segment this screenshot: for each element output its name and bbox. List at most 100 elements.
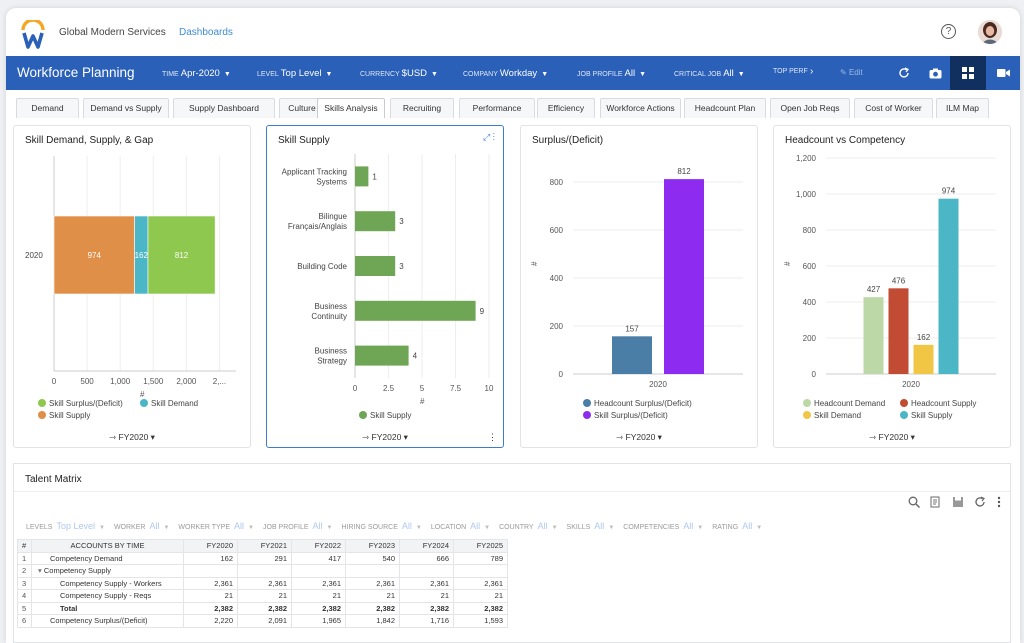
tab-open-job-reqs[interactable]: Open Job Reqs [770,98,850,118]
legend-item[interactable]: Headcount Surplus/(Deficit) [583,399,692,408]
table-cell[interactable]: 2,091 [237,614,292,628]
bar-skill-demand[interactable] [913,344,934,374]
tab-workforce-actions[interactable]: Workforce Actions [600,98,681,118]
table-cell[interactable] [399,564,454,578]
table-row[interactable]: 1 Competency Demand 162 291 417 540 666 789 [17,551,508,565]
table-cell[interactable]: 1,842 [345,614,400,628]
table-cell[interactable] [453,564,508,578]
table-cell[interactable]: 2,382 [453,601,508,615]
table-cell[interactable]: 21 [183,589,238,603]
table-cell[interactable]: 2,382 [237,601,292,615]
video-icon[interactable] [986,56,1020,90]
period-selector[interactable]: ⇾ FY2020 ▾ [109,432,155,442]
bar-skill-supply[interactable] [355,166,369,187]
talent-filter-competencies[interactable]: COMPETENCIES All ▼ [623,521,703,531]
table-cell[interactable]: 1,593 [453,614,508,628]
bar-skill-supply[interactable] [355,256,396,276]
table-cell[interactable]: 1,965 [291,614,346,628]
talent-filter-worker[interactable]: WORKER All ▼ [114,521,169,531]
table-cell[interactable] [345,564,400,578]
legend-item[interactable]: Headcount Demand [803,399,885,408]
refresh-icon[interactable] [887,56,921,90]
table-cell[interactable]: 2,220 [183,614,238,628]
more-options-icon[interactable] [996,496,1002,508]
tab-headcount-plan[interactable]: Headcount Plan [684,98,766,118]
bar-skill-supply[interactable] [938,198,959,374]
table-row[interactable]: 4 Competency Supply - Reqs 21 21 21 21 21 21 [17,589,508,603]
legend-item[interactable]: Skill Surplus/(Deficit) [38,399,123,408]
bar-skill-surplus-deficit-[interactable] [147,215,216,295]
talent-filter-location[interactable]: LOCATION All ▼ [431,521,490,531]
filter-top-perf[interactable]: TOP PERF [773,68,808,75]
table-cell[interactable]: 21 [237,589,292,603]
caret-down-icon[interactable]: ▾ [38,566,44,576]
table-cell[interactable] [237,564,292,578]
table-cell[interactable]: 540 [345,551,400,565]
legend-item[interactable]: Skill Supply [900,411,952,420]
bar-headcount-surplus-deficit-[interactable] [612,336,652,374]
more-options-icon[interactable]: ⋮ [488,432,497,442]
column-header[interactable]: FY2023 [345,539,400,553]
filter-critical-job[interactable]: CRITICAL JOB All ▼ [674,68,745,79]
table-cell[interactable]: 2,382 [183,601,238,615]
period-selector[interactable]: ⇾ FY2020 ▾ [869,432,915,442]
tab-skills-analysis[interactable]: Skills Analysis [317,98,385,118]
table-cell[interactable]: 2,382 [399,601,454,615]
table-row[interactable]: 5 Total 2,382 2,382 2,382 2,382 2,382 2,382 [17,601,508,615]
dashboards-link[interactable]: Dashboards [179,27,233,38]
tab-performance[interactable]: Performance [459,98,535,118]
talent-filter-worker-type[interactable]: WORKER TYPE All ▼ [178,521,254,531]
table-cell[interactable]: 2,361 [183,576,238,590]
table-cell[interactable]: 2,382 [291,601,346,615]
period-selector[interactable]: ⇾ FY2020 ▾ [362,432,408,442]
camera-icon[interactable] [918,56,952,90]
table-cell[interactable]: 417 [291,551,346,565]
legend-item[interactable]: Skill Supply [359,411,411,420]
talent-filter-job-profile[interactable]: JOB PROFILE All ▼ [263,521,332,531]
legend-item[interactable]: Skill Demand [140,399,198,408]
legend-item[interactable]: Skill Supply [38,411,90,420]
save-icon[interactable] [952,496,964,508]
bar-skill-supply[interactable] [355,345,409,366]
table-row[interactable]: 2 ▾ Competency Supply [17,564,508,578]
legend-item[interactable]: Skill Surplus/(Deficit) [583,411,668,420]
talent-filter-rating[interactable]: RATING All ▼ [712,521,762,531]
tab-cost-of-worker[interactable]: Cost of Worker [854,98,933,118]
grid-icon[interactable] [950,56,986,90]
table-cell[interactable]: 2,361 [399,576,454,590]
column-header[interactable]: FY2021 [237,539,292,553]
bar-skill-surplus-deficit-[interactable] [664,179,704,374]
tab-ilm-map[interactable]: ILM Map [936,98,989,118]
avatar[interactable] [978,20,1002,44]
edit-button[interactable]: ✎ Edit [840,68,863,77]
chevron-right-icon[interactable]: › [810,66,814,77]
talent-filter-hiring-source[interactable]: HIRING SOURCE All ▼ [341,521,421,531]
table-cell[interactable]: 789 [453,551,508,565]
table-cell[interactable]: 2,361 [237,576,292,590]
tab-recruiting[interactable]: Recruiting [390,98,454,118]
edit-list-icon[interactable] [930,496,942,508]
tab-efficiency[interactable]: Efficiency [537,98,595,118]
table-row[interactable]: 6 Competency Surplus/(Deficit) 2,220 2,091 1… [17,614,508,628]
table-cell[interactable]: 21 [345,589,400,603]
table-cell[interactable]: 1,716 [399,614,454,628]
table-cell[interactable]: 291 [237,551,292,565]
table-cell[interactable]: 21 [399,589,454,603]
filter-time[interactable]: TIME Apr-2020 ▼ [162,68,231,79]
help-icon[interactable]: ? [941,24,956,39]
table-cell[interactable]: 2,361 [453,576,508,590]
talent-filter-skills[interactable]: SKILLS All ▼ [567,521,615,531]
table-cell[interactable]: 2,361 [291,576,346,590]
legend-item[interactable]: Headcount Supply [900,399,976,408]
table-cell[interactable] [291,564,346,578]
bar-skill-supply[interactable] [53,215,135,295]
period-selector[interactable]: ⇾ FY2020 ▾ [616,432,662,442]
filter-job-profile[interactable]: JOB PROFILE All ▼ [577,68,646,79]
bar-skill-supply[interactable] [355,211,396,232]
table-cell[interactable]: 2,361 [345,576,400,590]
column-header[interactable]: FY2025 [453,539,508,553]
bar-skill-supply[interactable] [355,300,476,321]
filter-level[interactable]: LEVEL Top Level ▼ [257,68,332,79]
column-header[interactable]: ACCOUNTS BY TIME [31,539,184,553]
filter-currency[interactable]: CURRENCY $USD ▼ [360,68,438,79]
